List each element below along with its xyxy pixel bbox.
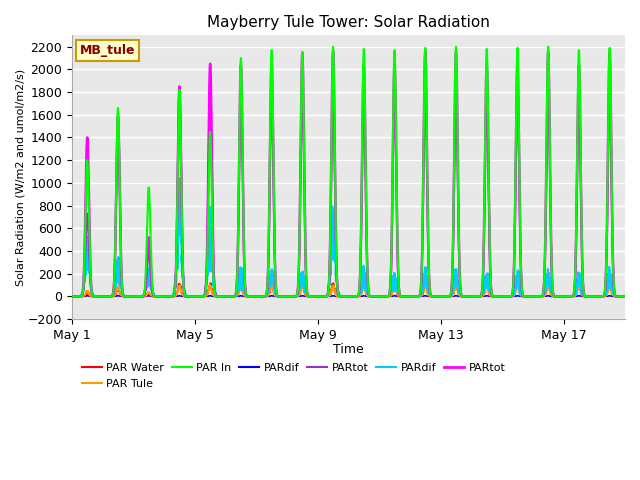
X-axis label: Time: Time [333, 343, 364, 356]
Y-axis label: Solar Radiation (W/m2 and umol/m2/s): Solar Radiation (W/m2 and umol/m2/s) [15, 69, 25, 286]
Text: MB_tule: MB_tule [80, 44, 136, 57]
Title: Mayberry Tule Tower: Solar Radiation: Mayberry Tule Tower: Solar Radiation [207, 15, 490, 30]
Legend: PAR Water, PAR Tule, PAR In, PARdif, PARtot, PARdif, PARtot: PAR Water, PAR Tule, PAR In, PARdif, PAR… [77, 359, 510, 393]
